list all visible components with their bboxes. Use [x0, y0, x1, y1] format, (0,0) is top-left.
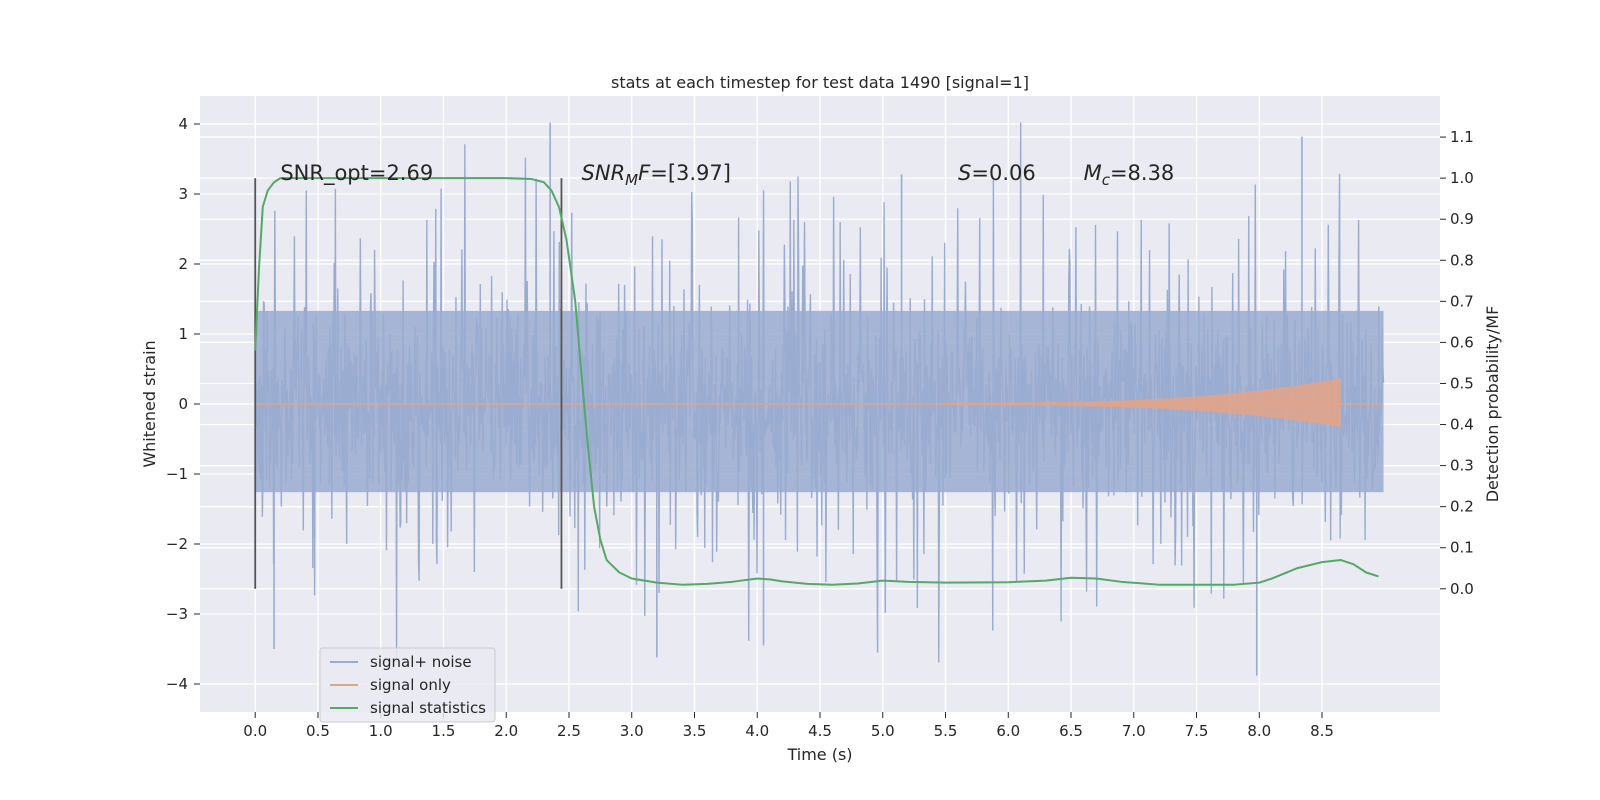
annotation-part: =8.38 — [1110, 161, 1174, 185]
x-tick-label: 2.5 — [557, 722, 581, 740]
chart-title: stats at each timestep for test data 149… — [611, 73, 1029, 92]
y-tick-label: 0 — [178, 395, 188, 413]
annotation-part: S — [958, 161, 971, 185]
legend-box — [319, 647, 496, 723]
annotation-part: SNR — [582, 161, 626, 185]
y2-tick-label: 0.7 — [1450, 292, 1474, 310]
x-tick-label: 0.0 — [243, 722, 267, 740]
signal-only-envelope — [945, 378, 1341, 428]
y2-tick-label: 0.2 — [1450, 498, 1474, 516]
y2-tick-label: 0.0 — [1450, 580, 1474, 598]
y-tick-label: 4 — [178, 115, 188, 133]
x-tick-label: 6.0 — [996, 722, 1020, 740]
y2-tick-label: 0.5 — [1450, 374, 1474, 392]
y2-tick-label: 0.3 — [1450, 457, 1474, 475]
x-tick-label: 6.5 — [1059, 722, 1083, 740]
annotation-3: Mc=8.38 — [1084, 161, 1175, 189]
x-tick-label: 4.0 — [745, 722, 769, 740]
annotations: SNR_opt=2.69 SNRMF=[3.97] S=0.06 Mc=8.38 — [280, 161, 1174, 189]
y-tick-label: 3 — [178, 185, 188, 203]
x-tick-label: 0.5 — [306, 722, 330, 740]
y-tick-label: −2 — [166, 535, 188, 553]
y2-tick-label: 1.1 — [1450, 128, 1474, 146]
x-axis-label: Time (s) — [786, 745, 852, 764]
x-tick-label: 5.0 — [871, 722, 895, 740]
annotation-part: =0.06 — [971, 161, 1035, 185]
legend-label-signal-noise: signal+ noise — [370, 653, 472, 671]
y-axis-label: Whitened strain — [140, 340, 159, 467]
signal-statistics-line — [254, 177, 1379, 586]
x-tick-label: 3.0 — [620, 722, 644, 740]
x-tick-label: 3.5 — [683, 722, 707, 740]
annotation-1: SNRMF=[3.97] — [582, 161, 731, 189]
y-tick-label: −4 — [166, 675, 188, 693]
y2-axis-ticks: 1.1 1.0 0.9 0.8 0.7 0.6 0.5 0.4 0.3 0.2 0.1 0.0 — [1440, 128, 1474, 598]
x-tick-label: 8.0 — [1247, 722, 1271, 740]
annotation-part: M — [1084, 161, 1102, 185]
x-tick-label: 5.5 — [934, 722, 958, 740]
y-tick-label: −1 — [166, 465, 188, 483]
legend: signal+ noise signal only signal statist… — [319, 647, 496, 723]
x-tick-label: 1.5 — [432, 722, 456, 740]
y2-tick-label: 0.4 — [1450, 416, 1474, 434]
y-tick-label: 1 — [178, 325, 188, 343]
x-tick-label: 8.5 — [1310, 722, 1334, 740]
annotation-part: c — [1102, 171, 1111, 189]
x-tick-label: 2.0 — [494, 722, 518, 740]
annotation-2: S=0.06 — [958, 161, 1036, 185]
y2-tick-label: 0.9 — [1450, 210, 1474, 228]
x-tick-label: 1.0 — [369, 722, 393, 740]
y2-axis-label: Detection probability/MF — [1483, 306, 1502, 503]
signal-only-series — [255, 378, 1384, 428]
annotation-part: F — [638, 161, 651, 185]
y2-tick-label: 0.8 — [1450, 251, 1474, 269]
marker-lines — [254, 178, 563, 589]
legend-label-signal-only: signal only — [370, 676, 451, 694]
x-tick-label: 4.5 — [808, 722, 832, 740]
y2-tick-label: 1.0 — [1450, 169, 1474, 187]
annotation-part: =[3.97] — [650, 161, 731, 185]
signal-statistics-series — [254, 177, 1379, 586]
y-axis-ticks: 4 3 2 1 0 −1 −2 −3 −4 — [166, 115, 200, 693]
y2-tick-label: 0.6 — [1450, 333, 1474, 351]
legend-label-signal-statistics: signal statistics — [370, 699, 486, 717]
x-tick-label: 7.0 — [1122, 722, 1146, 740]
annotation-part: M — [625, 171, 638, 189]
annotation-0: SNR_opt=2.69 — [280, 161, 433, 186]
x-tick-label: 7.5 — [1185, 722, 1209, 740]
y-tick-label: −3 — [166, 605, 188, 623]
y2-tick-label: 0.1 — [1450, 539, 1474, 557]
y-tick-label: 2 — [178, 255, 188, 273]
x-axis-ticks: 0.0 0.5 1.0 1.5 2.0 2.5 3.0 3.5 4.0 4.5 5.0 5.5 6.0 6… — [243, 712, 1334, 740]
